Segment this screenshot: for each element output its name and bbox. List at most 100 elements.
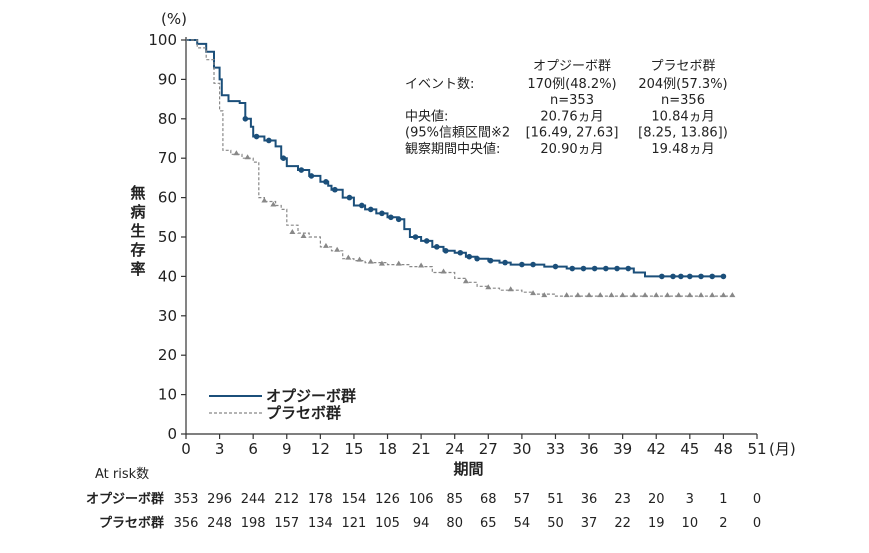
censor-mark bbox=[433, 244, 440, 250]
at-risk-value: 212 bbox=[274, 492, 299, 507]
at-risk-row-label: プラセボ群 bbox=[99, 515, 164, 531]
annot-row-opdivo: n=353 bbox=[550, 93, 594, 108]
censor-mark bbox=[502, 259, 508, 266]
x-tick-label: 18 bbox=[378, 440, 397, 458]
censor-mark bbox=[530, 290, 537, 296]
at-risk-value: 134 bbox=[308, 516, 333, 531]
at-risk-value: 23 bbox=[614, 492, 631, 507]
censor-mark bbox=[244, 154, 251, 160]
at-risk-value: 1 bbox=[719, 492, 727, 507]
annot-row-label: イベント数: bbox=[405, 77, 474, 92]
annot-row-label: 中央値: bbox=[405, 108, 448, 124]
at-risk-value: 68 bbox=[480, 492, 497, 507]
annot-row-opdivo: 20.76ヵ月 bbox=[540, 109, 603, 124]
censor-mark bbox=[457, 249, 464, 256]
censor-mark bbox=[462, 278, 469, 284]
series-opdivo bbox=[186, 39, 727, 280]
censor-mark bbox=[569, 265, 576, 272]
y-tick-label: 60 bbox=[158, 189, 177, 207]
censor-mark bbox=[574, 292, 581, 298]
censor-mark bbox=[591, 265, 598, 272]
censor-mark bbox=[474, 255, 480, 262]
y-tick-label: 20 bbox=[158, 346, 177, 364]
at-risk-value: 10 bbox=[682, 516, 699, 531]
x-tick-label: 27 bbox=[479, 440, 498, 458]
x-tick-label: 15 bbox=[344, 440, 363, 458]
at-risk-value: 36 bbox=[581, 492, 598, 507]
censor-mark bbox=[323, 179, 329, 185]
at-risk-row-label: オプジーボ群 bbox=[86, 491, 164, 507]
survival-line bbox=[186, 39, 724, 278]
at-risk-value: 37 bbox=[581, 516, 598, 531]
censor-mark bbox=[322, 242, 329, 248]
censor-mark bbox=[379, 210, 385, 217]
censor-mark bbox=[597, 292, 604, 298]
x-tick-label: 36 bbox=[580, 440, 599, 458]
censor-mark bbox=[675, 292, 682, 298]
y-tick-label: 0 bbox=[167, 425, 177, 443]
y-tick-label: 100 bbox=[148, 31, 177, 49]
at-risk-value: 121 bbox=[342, 516, 367, 531]
censor-mark bbox=[395, 260, 402, 266]
y-axis-title-char: 病 bbox=[130, 203, 145, 221]
x-tick-label: 3 bbox=[215, 440, 225, 458]
x-tick-label: 48 bbox=[714, 440, 733, 458]
x-tick-label: 21 bbox=[412, 440, 431, 458]
censor-mark bbox=[300, 233, 307, 238]
at-risk-value: 157 bbox=[274, 516, 299, 531]
censor-mark bbox=[698, 292, 705, 298]
censor-mark bbox=[625, 265, 632, 272]
censor-mark bbox=[619, 292, 626, 298]
censor-mark bbox=[729, 292, 736, 298]
at-risk-value: 2 bbox=[719, 516, 727, 531]
censor-mark bbox=[334, 246, 341, 252]
legend-label-placebo: プラセボ群 bbox=[266, 404, 341, 422]
at-risk-value: 106 bbox=[409, 492, 434, 507]
censor-mark bbox=[507, 286, 514, 292]
censor-mark bbox=[440, 268, 447, 274]
at-risk-value: 3 bbox=[686, 492, 694, 507]
censor-mark bbox=[388, 214, 394, 221]
censor-mark bbox=[686, 292, 693, 298]
at-risk-value: 248 bbox=[207, 516, 232, 531]
censor-mark bbox=[586, 292, 593, 298]
censor-mark bbox=[261, 197, 268, 203]
censor-mark bbox=[687, 273, 693, 280]
censor-mark bbox=[346, 194, 353, 201]
censor-mark bbox=[423, 238, 430, 244]
x-tick-label: 39 bbox=[613, 440, 632, 458]
at-risk-title: At risk数 bbox=[95, 467, 149, 482]
y-axis-title-char: 生 bbox=[130, 222, 145, 240]
censor-mark bbox=[378, 260, 385, 266]
x-tick-label: 45 bbox=[680, 440, 699, 458]
censor-mark bbox=[630, 292, 637, 298]
at-risk-value: 356 bbox=[174, 516, 199, 531]
x-tick-label: 51 bbox=[747, 440, 766, 458]
at-risk-value: 244 bbox=[241, 492, 266, 507]
at-risk-value: 198 bbox=[241, 516, 266, 531]
censor-mark bbox=[603, 265, 609, 272]
x-tick-label: 30 bbox=[512, 440, 531, 458]
censor-mark bbox=[608, 292, 615, 298]
censor-mark bbox=[720, 292, 727, 298]
censor-mark bbox=[698, 273, 704, 280]
at-risk-value: 0 bbox=[753, 516, 761, 531]
censor-mark bbox=[530, 261, 536, 268]
annot-row-label: (95%信頼区間※2 bbox=[405, 126, 510, 141]
censor-mark bbox=[358, 202, 365, 209]
x-tick-label: 24 bbox=[445, 440, 464, 458]
y-unit-label: (%) bbox=[161, 10, 187, 28]
at-risk-value: 50 bbox=[547, 516, 564, 531]
censor-mark bbox=[466, 253, 473, 260]
at-risk-value: 51 bbox=[547, 492, 564, 507]
at-risk-value: 154 bbox=[342, 492, 367, 507]
censor-mark bbox=[270, 201, 277, 207]
censor-mark bbox=[519, 261, 525, 268]
annot-row-placebo: 10.84ヵ月 bbox=[651, 109, 714, 124]
censor-mark bbox=[332, 186, 338, 193]
legend-label-opdivo: オプジーボ群 bbox=[266, 387, 356, 405]
